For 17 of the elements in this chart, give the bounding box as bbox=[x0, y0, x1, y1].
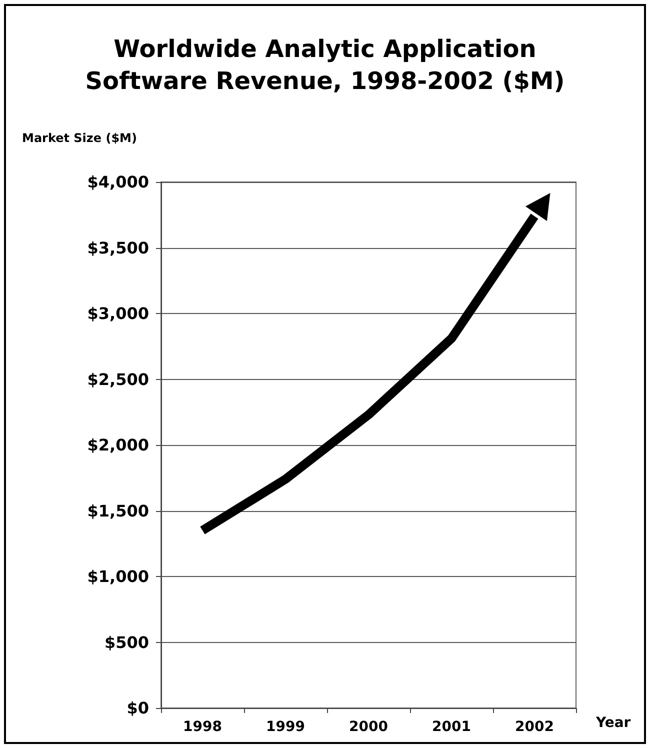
y-axis-title: Market Size ($M) bbox=[22, 131, 137, 145]
x-tick-label: 2002 bbox=[515, 719, 554, 735]
y-tick-label: $1,500 bbox=[87, 501, 149, 520]
y-tick-label: $0 bbox=[126, 698, 149, 718]
y-tick-label: $500 bbox=[104, 632, 149, 652]
y-tick-label: $3,000 bbox=[87, 304, 149, 323]
chart-title: Worldwide Analytic Application Software Revenue, 1998-2002 ($M) bbox=[85, 35, 565, 95]
x-tick-label: 1999 bbox=[266, 719, 305, 735]
x-axis-title: Year bbox=[595, 715, 631, 731]
y-tick-label: $4,000 bbox=[87, 172, 149, 192]
x-tick-label: 2000 bbox=[349, 719, 388, 735]
y-tick-label: $2,000 bbox=[87, 436, 149, 454]
y-tick-label: $3,500 bbox=[87, 238, 149, 258]
y-tick-label: $2,500 bbox=[87, 370, 149, 389]
x-tick-label: 1998 bbox=[183, 719, 222, 735]
x-tick-label: 2001 bbox=[432, 719, 471, 735]
y-tick-label: $1,000 bbox=[87, 567, 149, 586]
